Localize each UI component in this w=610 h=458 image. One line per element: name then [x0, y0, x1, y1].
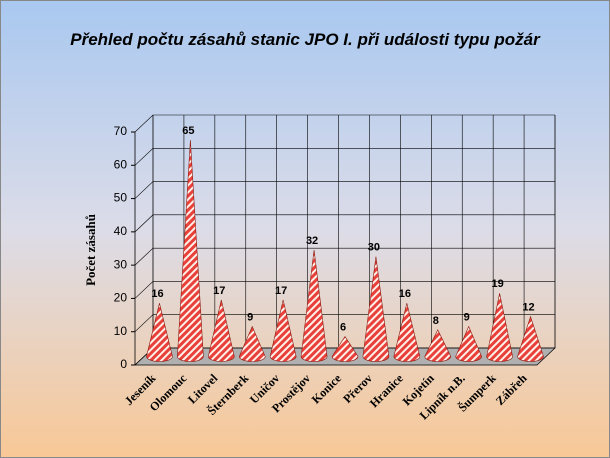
chart-title: Přehled počtu zásahů stanic JPO I. při u…	[70, 30, 540, 49]
y-tick-label: 50	[114, 191, 128, 205]
value-label: 65	[182, 125, 194, 137]
cone	[517, 315, 544, 362]
grid-line	[134, 247, 555, 266]
y-tick-label: 60	[114, 157, 128, 171]
grid-line	[134, 214, 555, 233]
y-tick-label: 20	[114, 291, 128, 305]
grid-line	[134, 147, 555, 166]
value-label: 32	[306, 235, 318, 247]
y-axis-label: Počet zásahů	[83, 214, 98, 286]
value-label: 9	[464, 311, 470, 323]
grid-line	[134, 281, 555, 299]
grid-line	[134, 181, 555, 199]
value-label: 17	[275, 285, 287, 297]
y-tick-label: 30	[114, 257, 128, 271]
value-label: 6	[340, 321, 346, 333]
grid-line	[134, 114, 555, 133]
value-label: 16	[399, 288, 411, 300]
cone	[300, 249, 328, 362]
cone	[331, 335, 359, 362]
y-tick-label: 70	[114, 124, 128, 138]
value-label: 30	[368, 242, 380, 254]
cone	[208, 299, 235, 362]
value-label: 16	[151, 288, 163, 300]
grid-line	[134, 314, 555, 332]
cone	[393, 303, 421, 362]
cone	[177, 140, 204, 362]
cone	[238, 325, 266, 362]
cone	[362, 256, 390, 362]
cone	[486, 293, 513, 362]
y-tick-label: 40	[114, 224, 128, 238]
value-label: 17	[213, 285, 225, 297]
cone	[146, 303, 173, 362]
value-label: 12	[522, 301, 534, 313]
y-tick-label: 0	[120, 357, 127, 371]
value-label: 8	[433, 315, 439, 327]
cone	[424, 329, 452, 362]
value-label: 9	[247, 311, 253, 323]
cone	[455, 325, 482, 362]
y-tick-label: 10	[114, 324, 128, 338]
value-label: 19	[491, 278, 503, 290]
cone	[269, 299, 297, 362]
